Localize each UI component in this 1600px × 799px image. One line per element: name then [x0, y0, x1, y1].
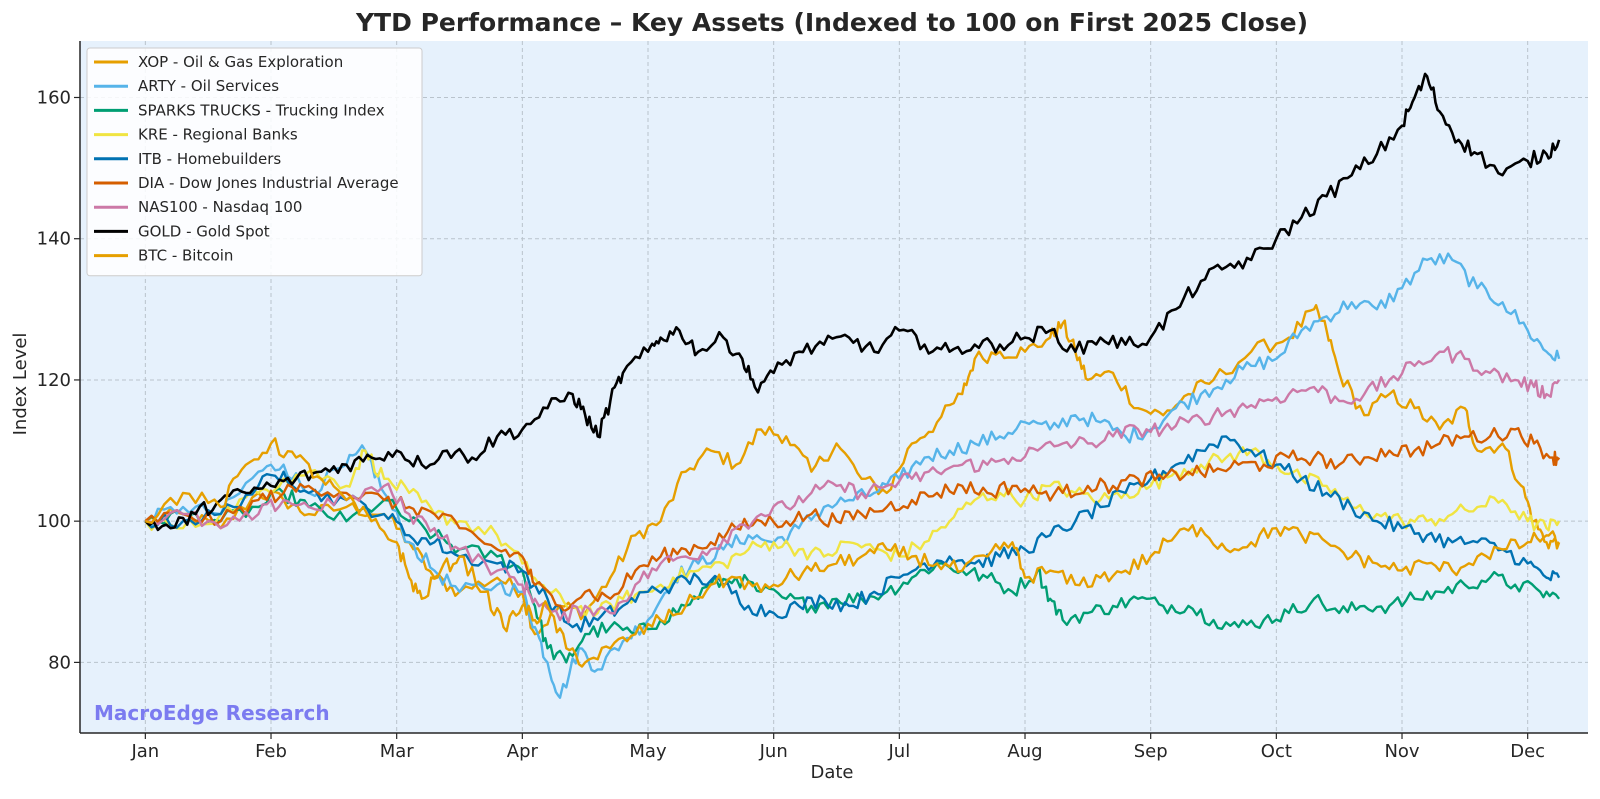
x-tick-label: Sep	[1134, 741, 1168, 762]
legend: XOP - Oil & Gas Exploration ARTY - Oil Se…	[86, 47, 423, 277]
y-tick-label: 160	[37, 87, 71, 108]
watermark: MacroEdge Research	[94, 701, 330, 725]
legend-label: SPARKS TRUCKS - Trucking Index	[138, 101, 385, 119]
y-axis-label: Index Level	[10, 333, 31, 436]
legend-label: ITB - Homebuilders	[138, 150, 281, 168]
series-layer	[144, 72, 1561, 699]
series-line-arty	[144, 252, 1561, 699]
legend-label: ARTY - Oil Services	[138, 77, 279, 95]
legend-label: XOP - Oil & Gas Exploration	[138, 53, 343, 71]
x-tick-label: Jan	[130, 741, 159, 762]
legend-box	[86, 47, 423, 277]
legend-label: BTC - Bitcoin	[138, 247, 233, 265]
series-line-nas100	[145, 346, 1561, 624]
legend-label: NAS100 - Nasdaq 100	[138, 198, 302, 216]
x-axis-label: Date	[810, 762, 853, 783]
grid-y	[80, 96, 1588, 663]
x-tick-labels: Jan Feb Mar Apr May Jun Jul Aug Sep Oct Nov Dec	[130, 741, 1545, 762]
x-tick-label: Dec	[1510, 741, 1545, 762]
x-tick-label: Oct	[1261, 741, 1292, 762]
x-tick-label: May	[629, 741, 667, 762]
series-line-kre	[144, 446, 1561, 618]
legend-label: KRE - Regional Banks	[138, 126, 298, 144]
y-tick-labels: 80 100 120 140 160	[37, 87, 71, 673]
y-tick-label: 140	[37, 229, 71, 250]
legend-label: GOLD - Gold Spot	[138, 222, 270, 240]
series-line-gold	[144, 72, 1561, 532]
x-tick-label: Nov	[1384, 741, 1419, 762]
legend-label: DIA - Dow Jones Industrial Average	[138, 174, 399, 192]
x-tick-label: Feb	[255, 741, 287, 762]
series-line-btc	[144, 437, 1561, 668]
y-tick-label: 120	[37, 370, 71, 391]
axes	[74, 41, 1588, 739]
x-tick-label: Jun	[759, 741, 788, 762]
y-tick-label: 100	[37, 511, 71, 532]
x-tick-label: Apr	[507, 741, 539, 762]
x-tick-label: Mar	[380, 741, 415, 762]
y-tick-label: 80	[48, 652, 71, 673]
x-tick-label: Jul	[887, 741, 910, 762]
x-tick-label: Aug	[1007, 741, 1042, 762]
series-line-itb	[144, 435, 1561, 633]
series-line-dia	[144, 427, 1561, 613]
chart-title: YTD Performance – Key Assets (Indexed to…	[355, 8, 1308, 37]
